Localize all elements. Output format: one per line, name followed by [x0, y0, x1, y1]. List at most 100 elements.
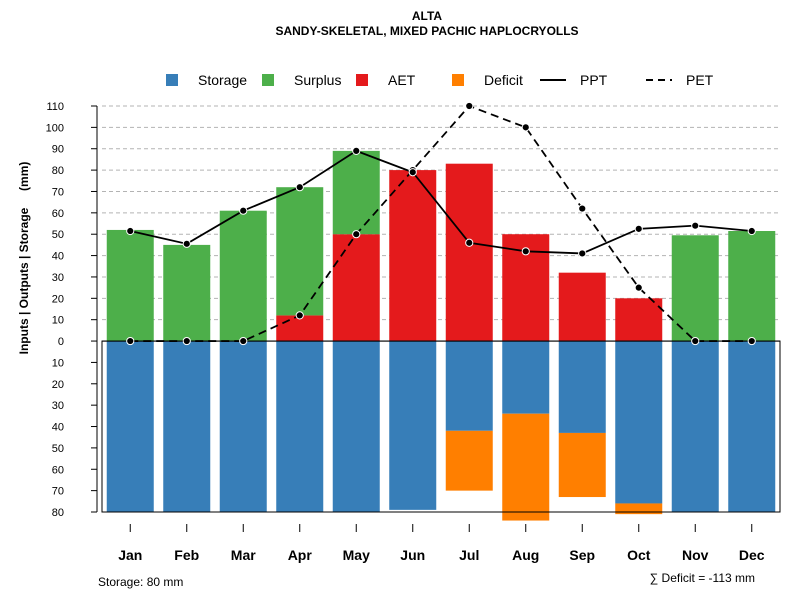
bar-surplus-dec [728, 231, 776, 342]
line-ppt [130, 149, 752, 255]
bar-storage-jul [445, 341, 493, 431]
legend-label-pet: PET [686, 72, 714, 88]
point-pet-may [352, 230, 361, 239]
x-tick-label-feb: Feb [174, 547, 199, 563]
lines [126, 101, 756, 346]
y-tick-label-8: 30 [52, 272, 64, 284]
point-ppt-sep [578, 249, 587, 258]
point-ppt-apr [295, 183, 304, 192]
y-tick-label-10: 10 [52, 315, 64, 327]
bar-surplus-jan [106, 229, 154, 342]
legend-label-deficit: Deficit [484, 72, 523, 88]
x-tick-label-mar: Mar [231, 547, 256, 563]
bar-storage-jan [106, 341, 154, 512]
x-tick-label-apr: Apr [288, 547, 313, 563]
footer-deficit: ∑ Deficit = -113 mm [650, 571, 755, 585]
y-axis: 1101009080706050403020100102030405060708… [46, 101, 98, 519]
bar-storage-dec [728, 341, 776, 512]
bar-aet-sep [558, 272, 606, 342]
y-tick-label-16: 50 [52, 443, 64, 455]
y-tick-label-12: 10 [52, 357, 64, 369]
point-ppt-nov [691, 221, 700, 230]
y-tick-label-14: 30 [52, 400, 64, 412]
y-tick-label-3: 80 [52, 165, 64, 177]
x-tick-label-aug: Aug [512, 547, 539, 563]
legend-label-storage: Storage [198, 72, 247, 88]
bar-storage-mar [219, 341, 267, 512]
legend: Storage Surplus AET Deficit PPT PET [166, 72, 714, 88]
y-tick-label-7: 40 [52, 251, 64, 263]
point-ppt-aug [521, 247, 530, 256]
y-tick-label-1: 100 [46, 122, 64, 134]
point-pet-mar [239, 336, 248, 346]
bar-aet-jul [445, 163, 493, 342]
point-ppt-jan [126, 226, 135, 236]
bar-surplus-apr [276, 187, 324, 316]
bar-deficit-oct [615, 503, 663, 515]
legend-label-ppt: PPT [580, 72, 608, 88]
point-ppt-feb [182, 239, 191, 248]
legend-label-surplus: Surplus [294, 72, 341, 88]
x-tick-label-nov: Nov [682, 547, 709, 563]
point-pet-dec [747, 336, 756, 346]
legend-swatch-storage [166, 74, 178, 86]
y-tick-label-9: 20 [52, 293, 64, 305]
point-pet-nov [691, 336, 700, 346]
bar-storage-may [332, 341, 380, 512]
y-tick-label-11: 0 [58, 336, 64, 348]
point-pet-feb [182, 336, 191, 346]
x-tick-label-may: May [343, 547, 370, 563]
y-axis-label: Inputs | Outputs | Storage (mm) [17, 162, 31, 355]
legend-swatch-deficit [452, 74, 464, 86]
point-pet-jan [126, 336, 135, 346]
legend-label-aet: AET [388, 72, 416, 88]
point-ppt-jun [408, 168, 417, 177]
bar-deficit-aug [502, 413, 550, 521]
bar-storage-nov [671, 341, 719, 512]
legend-swatch-aet [356, 74, 368, 86]
bar-storage-oct [615, 341, 663, 504]
bar-storage-jun [389, 341, 437, 510]
y-tick-label-15: 40 [52, 422, 64, 434]
point-ppt-dec [747, 226, 756, 236]
x-tick-label-jan: Jan [118, 547, 142, 563]
point-ppt-mar [239, 206, 248, 215]
point-ppt-oct [634, 224, 643, 233]
x-tick-label-oct: Oct [627, 547, 651, 563]
point-pet-oct [634, 283, 643, 292]
bars [106, 150, 776, 521]
x-tick-label-sep: Sep [569, 547, 595, 563]
bar-deficit-sep [558, 432, 606, 498]
footer-storage: Storage: 80 mm [98, 575, 183, 589]
bar-storage-apr [276, 341, 324, 512]
gridlines [102, 105, 780, 321]
x-axis: Jan Feb Mar Apr May Jun Jul Aug Sep Oct Nov Dec [118, 524, 765, 563]
bar-aet-apr [276, 315, 324, 342]
bar-surplus-mar [219, 210, 267, 342]
storage-frame [101, 340, 781, 513]
y-tick-label-0: 110 [46, 101, 64, 113]
bar-aet-jun [389, 170, 437, 342]
point-ppt-jul [465, 238, 474, 247]
y-tick-label-4: 70 [52, 186, 64, 198]
y-tick-label-18: 70 [52, 486, 64, 498]
legend-swatch-surplus [262, 74, 274, 86]
bar-surplus-nov [671, 235, 719, 342]
chart-title: ALTA [412, 9, 443, 23]
bar-aet-oct [615, 298, 663, 342]
y-tick-label-17: 60 [52, 464, 64, 476]
point-pet-apr [295, 311, 304, 320]
y-tick-label-19: 80 [52, 507, 64, 519]
chart-subtitle: SANDY-SKELETAL, MIXED PACHIC HAPLOCRYOLL… [275, 24, 578, 38]
bar-storage-sep [558, 341, 606, 433]
y-tick-label-13: 20 [52, 379, 64, 391]
bar-deficit-jul [445, 430, 493, 491]
bar-storage-aug [502, 341, 550, 414]
bar-aet-may [332, 234, 380, 342]
y-tick-label-6: 50 [52, 229, 64, 241]
y-tick-label-2: 90 [52, 144, 64, 156]
y-tick-label-5: 60 [52, 208, 64, 220]
x-tick-label-jun: Jun [400, 547, 425, 563]
x-tick-label-jul: Jul [459, 547, 479, 563]
